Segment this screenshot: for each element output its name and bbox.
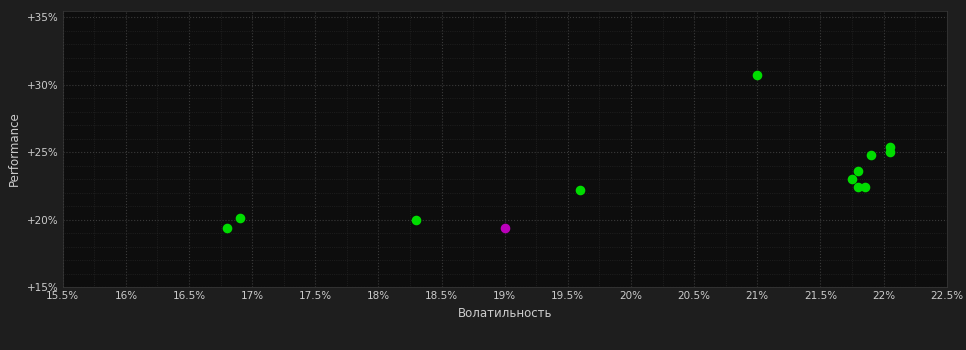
Y-axis label: Performance: Performance: [9, 111, 21, 186]
X-axis label: Волатильность: Волатильность: [458, 307, 552, 320]
Point: [750, 72, 765, 78]
Point: [882, 149, 897, 155]
Point: [409, 217, 424, 222]
Point: [219, 225, 235, 230]
Point: [850, 184, 866, 190]
Point: [882, 144, 897, 149]
Point: [497, 225, 512, 230]
Point: [864, 152, 879, 158]
Point: [857, 184, 872, 190]
Point: [844, 176, 860, 182]
Point: [573, 187, 588, 193]
Point: [232, 215, 247, 220]
Point: [850, 168, 866, 174]
